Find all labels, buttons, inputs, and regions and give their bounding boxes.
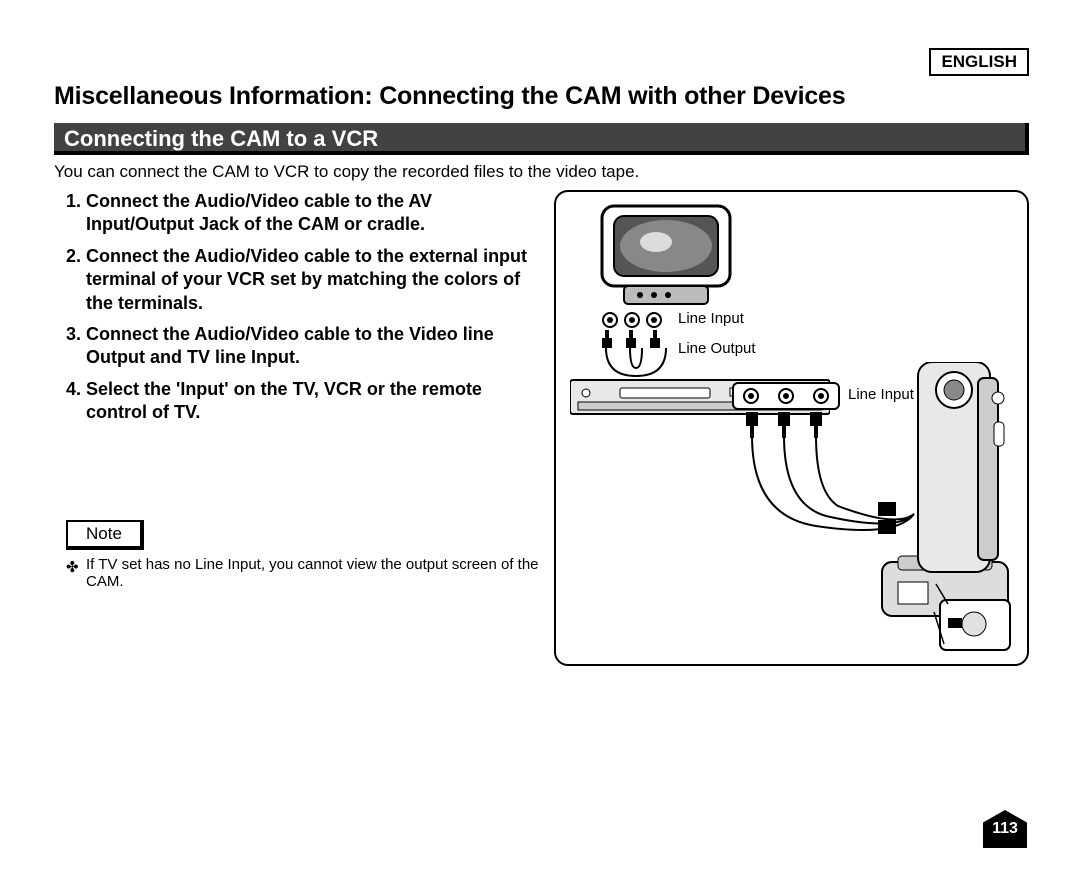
step-2: Connect the Audio/Video cable to the ext…	[86, 245, 544, 315]
connection-diagram: Line Input Line Output Line Input	[554, 190, 1029, 666]
step-3: Connect the Audio/Video cable to the Vid…	[86, 323, 544, 370]
note-body: If TV set has no Line Input, you cannot …	[66, 556, 554, 590]
note-label-box: Note	[66, 520, 144, 550]
step-1: Connect the Audio/Video cable to the AV …	[86, 190, 544, 237]
vcr-line-output-label: Line Output	[678, 340, 756, 357]
step-4: Select the 'Input' on the TV, VCR or the…	[86, 378, 544, 425]
intro-text: You can connect the CAM to VCR to copy t…	[54, 162, 639, 182]
camcorder-icon	[878, 362, 1016, 652]
language-badge: ENGLISH	[929, 48, 1029, 76]
section-heading: Connecting the CAM to a VCR	[54, 123, 1029, 155]
tv-rca-jacks	[602, 312, 662, 328]
vcr-rear-rca-jacks	[732, 382, 840, 410]
page-title: Miscellaneous Information: Connecting th…	[54, 82, 845, 111]
manual-page: ENGLISH Miscellaneous Information: Conne…	[54, 48, 1029, 848]
tv-line-input-label: Line Input	[678, 310, 744, 327]
page-number-badge: 113	[983, 810, 1027, 848]
instruction-list: Connect the Audio/Video cable to the AV …	[54, 190, 544, 433]
tv-icon	[596, 200, 736, 308]
cable-vcr-to-tv-icon	[596, 348, 676, 378]
rca-plugs-icon	[600, 330, 672, 350]
